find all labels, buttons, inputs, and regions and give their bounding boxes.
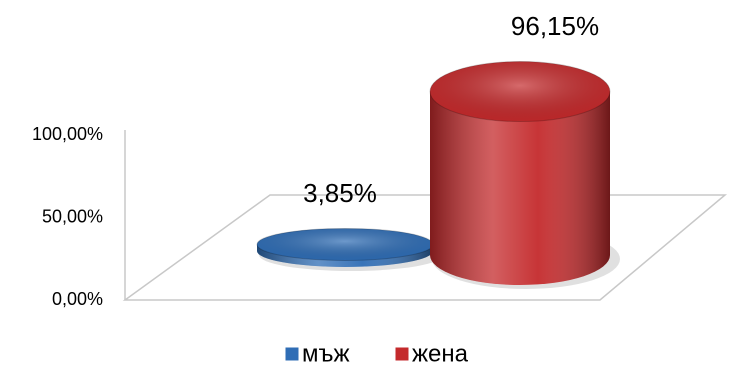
y-tick-label: 50,00% (42, 206, 103, 226)
value-label: 96,15% (511, 11, 599, 41)
legend-label: жена (412, 340, 469, 367)
legend-swatch (394, 346, 410, 362)
cylinder-shade (430, 91, 610, 285)
cylinder-top-shade (430, 61, 610, 122)
cylinder-top-shade (257, 228, 433, 261)
legend-label: мъж (302, 340, 350, 367)
y-tick-label: 100,00% (32, 124, 103, 144)
y-tick-label: 0,00% (52, 289, 103, 309)
floor (122, 130, 728, 301)
legend-swatch (284, 346, 300, 362)
value-label: 3,85% (303, 178, 377, 208)
